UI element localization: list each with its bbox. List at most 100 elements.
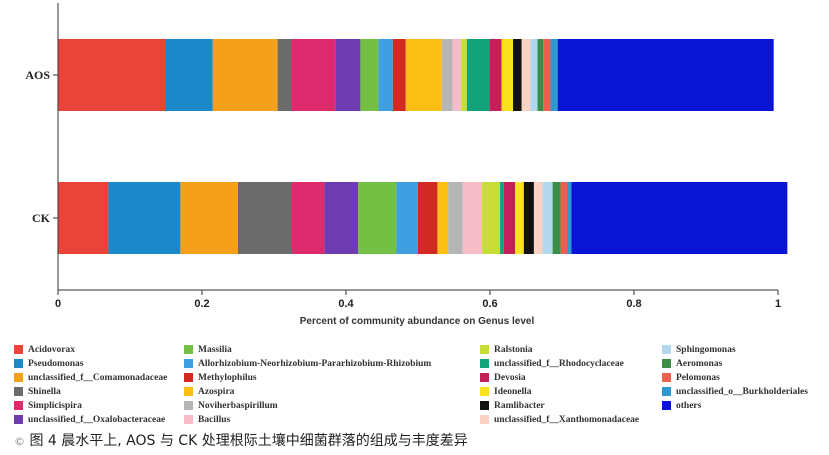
bar-segment-ck-9 <box>437 182 449 254</box>
legend-item: unclassified_f__Oxalobacteraceae <box>14 413 165 426</box>
bar-segment-ck-18 <box>542 182 553 254</box>
bar-segment-ck-10 <box>448 182 463 254</box>
legend-label: unclassified_f__Xanthomonadaceae <box>494 414 640 425</box>
bar-segment-ck-1 <box>108 182 181 254</box>
legend-label: Massilia <box>198 344 232 355</box>
figure-caption: © 图 4 晨水平上, AOS 与 CK 处理根际土壤中细菌群落的组成与丰度差异 <box>14 430 468 450</box>
legend-swatch <box>184 359 193 368</box>
legend-label: unclassified_f__Rhodocyclaceae <box>494 358 624 369</box>
bar-segment-ck-8 <box>418 182 438 254</box>
legend-label: others <box>676 400 702 411</box>
bar-segments <box>58 39 788 254</box>
bar-segment-ck-14 <box>503 182 516 254</box>
legend-item: Ramlibacter <box>480 399 545 412</box>
legend-item: Pelomonas <box>662 371 720 384</box>
legend-swatch <box>480 345 489 354</box>
legend-item: others <box>662 399 701 412</box>
bar-segment-ck-21 <box>567 182 572 254</box>
bar-segment-ck-11 <box>462 182 483 254</box>
legend: Acidovorax Pseudomonas unclassified_f__Com… <box>14 343 829 429</box>
bar-segment-ck-20 <box>560 182 568 254</box>
bar-segment-aos-5 <box>335 39 361 111</box>
bar-segment-aos-2 <box>212 39 278 111</box>
legend-swatch <box>184 401 193 410</box>
legend-swatch <box>662 387 671 396</box>
bar-segment-aos-21 <box>550 39 558 111</box>
caption-prefix: © <box>14 435 25 448</box>
bar-segment-aos-8 <box>392 39 406 111</box>
bar-segment-aos-10 <box>441 39 453 111</box>
bar-segment-ck-12 <box>482 182 501 254</box>
bar-segment-aos-11 <box>452 39 462 111</box>
legend-swatch <box>14 415 23 424</box>
caption-text: 图 4 晨水平上, AOS 与 CK 处理根际土壤中细菌群落的组成与丰度差异 <box>29 433 468 449</box>
legend-swatch <box>14 387 23 396</box>
legend-label: Devosia <box>494 372 526 383</box>
legend-item: Sphingomonas <box>662 343 736 356</box>
bar-segment-aos-0 <box>58 39 166 111</box>
legend-swatch <box>480 401 489 410</box>
legend-item: unclassified_f__Rhodocyclaceae <box>480 357 624 370</box>
legend-item: Bacillus <box>184 413 230 426</box>
legend-label: Bacillus <box>198 414 231 425</box>
bar-segment-aos-9 <box>405 39 442 111</box>
legend-swatch <box>14 359 23 368</box>
legend-label: Azospira <box>198 386 235 397</box>
y-tick-label: AOS <box>25 68 50 82</box>
bar-segment-ck-5 <box>324 182 359 254</box>
legend-item: Noviherbaspirillum <box>184 399 278 412</box>
bar-segment-aos-17 <box>521 39 531 111</box>
legend-item: unclassified_f__Comamonadaceae <box>14 371 167 384</box>
legend-label: unclassified_f__Comamonadaceae <box>28 372 168 383</box>
legend-swatch <box>184 345 193 354</box>
bar-segment-ck-6 <box>358 182 397 254</box>
legend-label: Simplicispira <box>28 400 82 411</box>
legend-swatch <box>14 401 23 410</box>
legend-item: Ralstonia <box>480 343 533 356</box>
legend-label: Allorhizobium-Neorhizobium-Pararhizobium… <box>198 358 432 369</box>
legend-item: Shinella <box>14 385 61 398</box>
legend-swatch <box>662 345 671 354</box>
legend-label: Shinella <box>28 386 61 397</box>
bar-segment-ck-15 <box>515 182 524 254</box>
legend-item: Allorhizobium-Neorhizobium-Pararhizobium… <box>184 357 431 370</box>
bar-segment-aos-12 <box>461 39 467 111</box>
x-tick-label: 0.6 <box>482 298 497 310</box>
bar-segment-aos-18 <box>530 39 538 111</box>
legend-label: Pseudomonas <box>28 358 84 369</box>
legend-label: Ideonella <box>494 386 532 397</box>
legend-swatch <box>184 415 193 424</box>
legend-label: unclassified_f__Oxalobacteraceae <box>28 414 166 425</box>
x-tick-label: 0.2 <box>194 298 209 310</box>
bar-segment-ck-2 <box>180 182 238 254</box>
bar-segment-aos-1 <box>166 39 213 111</box>
legend-swatch <box>480 373 489 382</box>
bar-segment-aos-15 <box>501 39 514 111</box>
legend-swatch <box>662 401 671 410</box>
legend-item: Devosia <box>480 371 526 384</box>
bar-segment-ck-0 <box>58 182 109 254</box>
bar-segment-ck-7 <box>396 182 418 254</box>
legend-label: Aeromonas <box>676 358 723 369</box>
bar-segment-aos-22 <box>557 39 774 111</box>
bar-segment-ck-3 <box>238 182 292 254</box>
bar-segment-aos-19 <box>537 39 544 111</box>
bar-segment-aos-3 <box>277 39 292 111</box>
legend-swatch <box>662 359 671 368</box>
bar-segment-aos-14 <box>490 39 502 111</box>
x-tick-label: 0 <box>55 298 61 310</box>
legend-swatch <box>14 345 23 354</box>
legend-swatch <box>480 415 489 424</box>
legend-item: Ideonella <box>480 385 531 398</box>
legend-label: Noviherbaspirillum <box>198 400 278 411</box>
legend-label: Acidovorax <box>28 344 75 355</box>
legend-label: Sphingomonas <box>676 344 736 355</box>
bar-segment-ck-19 <box>552 182 561 254</box>
bar-segment-aos-16 <box>513 39 522 111</box>
x-tick-label: 0.8 <box>626 298 641 310</box>
x-tick-label: 0.4 <box>338 298 354 310</box>
bar-segment-ck-4 <box>292 182 325 254</box>
x-axis: 0 0.2 0.4 0.6 0.8 1 <box>55 289 781 310</box>
legend-swatch <box>662 373 671 382</box>
legend-label: unclassified_o__Burkholderiales <box>676 386 808 397</box>
